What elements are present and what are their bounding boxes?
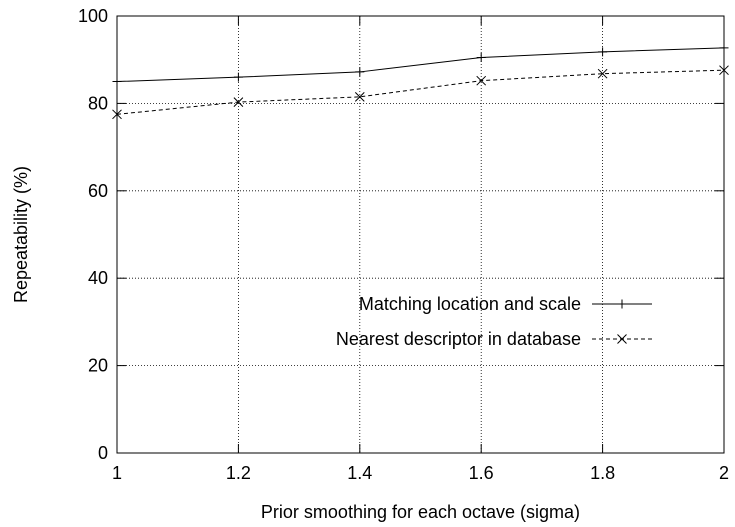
legend-item: Nearest descriptor in database <box>336 329 652 349</box>
data-point-cross <box>233 97 244 107</box>
x-tick-label: 1 <box>112 463 122 483</box>
data-point-cross <box>354 91 365 102</box>
data-point-plus <box>598 47 608 57</box>
data-point-cross <box>476 75 487 86</box>
data-point-plus <box>617 299 627 309</box>
x-tick-label: 1.4 <box>347 463 372 483</box>
y-tick-label: 80 <box>88 93 108 113</box>
data-point-cross <box>597 68 608 79</box>
series-group <box>112 43 729 120</box>
x-tick-label: 1.6 <box>469 463 494 483</box>
y-tick-label: 60 <box>88 181 108 201</box>
series-line <box>116 69 725 115</box>
data-point-plus <box>355 67 365 77</box>
grid <box>117 16 724 453</box>
legend-label: Matching location and scale <box>359 294 581 314</box>
legend-item: Matching location and scale <box>359 294 652 314</box>
y-tick-label: 20 <box>88 356 108 376</box>
series-2 <box>112 65 729 120</box>
y-tick-label: 0 <box>98 443 108 463</box>
data-point-plus <box>233 72 243 82</box>
plot-frame <box>116 15 725 454</box>
x-tick-label: 1.2 <box>226 463 251 483</box>
x-tick-label: 2 <box>719 463 729 483</box>
legend: Matching location and scale Nearest descr… <box>336 294 652 349</box>
series-line <box>116 47 725 83</box>
data-point-plus <box>476 53 486 63</box>
series-1 <box>112 43 729 87</box>
y-tick-label: 40 <box>88 268 108 288</box>
axis-ticks: 0 20 40 60 80 100 1 1.2 1.4 1.6 1.8 2 <box>78 6 729 483</box>
y-tick-label: 100 <box>78 6 108 26</box>
x-axis-title: Prior smoothing for each octave (sigma) <box>261 502 580 522</box>
y-axis-title: Repeatability (%) <box>11 166 31 303</box>
legend-label: Nearest descriptor in database <box>336 329 581 349</box>
x-tick-label: 1.8 <box>590 463 615 483</box>
data-point-cross <box>617 334 627 344</box>
